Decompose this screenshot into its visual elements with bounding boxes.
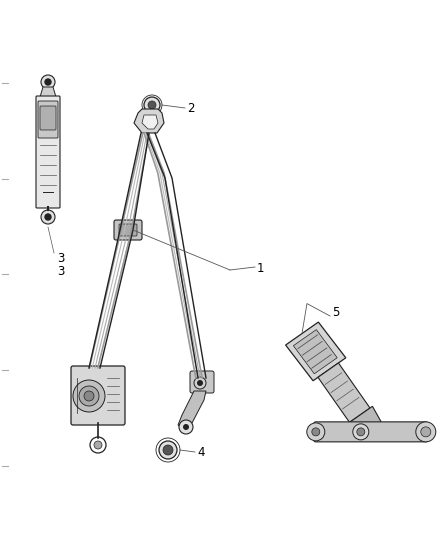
Circle shape <box>421 427 431 437</box>
Polygon shape <box>346 406 382 440</box>
FancyBboxPatch shape <box>71 366 125 425</box>
Text: 4: 4 <box>197 446 205 458</box>
Circle shape <box>353 424 369 440</box>
Text: 3: 3 <box>57 265 64 278</box>
Polygon shape <box>134 109 164 133</box>
Polygon shape <box>318 363 370 422</box>
FancyBboxPatch shape <box>40 106 56 130</box>
Circle shape <box>41 210 55 224</box>
Circle shape <box>79 386 99 406</box>
Circle shape <box>144 97 160 113</box>
Circle shape <box>45 214 51 220</box>
Polygon shape <box>142 115 158 129</box>
Circle shape <box>183 424 189 430</box>
Text: 2: 2 <box>187 101 194 115</box>
Circle shape <box>94 441 102 449</box>
Circle shape <box>73 380 105 412</box>
Polygon shape <box>293 329 337 374</box>
Circle shape <box>84 391 94 401</box>
Circle shape <box>197 380 203 386</box>
FancyBboxPatch shape <box>314 422 428 442</box>
Circle shape <box>163 445 173 455</box>
Circle shape <box>307 423 325 441</box>
Circle shape <box>416 422 436 442</box>
FancyBboxPatch shape <box>114 220 142 240</box>
Circle shape <box>312 428 320 436</box>
Text: 1: 1 <box>257 262 265 274</box>
Circle shape <box>159 441 177 459</box>
FancyBboxPatch shape <box>36 96 60 208</box>
Circle shape <box>357 428 365 436</box>
Polygon shape <box>286 322 346 381</box>
Text: 3: 3 <box>57 252 64 265</box>
Polygon shape <box>40 87 56 97</box>
Circle shape <box>194 377 206 389</box>
FancyBboxPatch shape <box>38 101 58 138</box>
FancyBboxPatch shape <box>190 371 214 393</box>
Circle shape <box>45 79 51 85</box>
Circle shape <box>148 101 156 109</box>
Text: 5: 5 <box>332 306 339 319</box>
Polygon shape <box>178 391 206 430</box>
Circle shape <box>179 420 193 434</box>
Circle shape <box>41 75 55 89</box>
FancyBboxPatch shape <box>119 224 137 236</box>
